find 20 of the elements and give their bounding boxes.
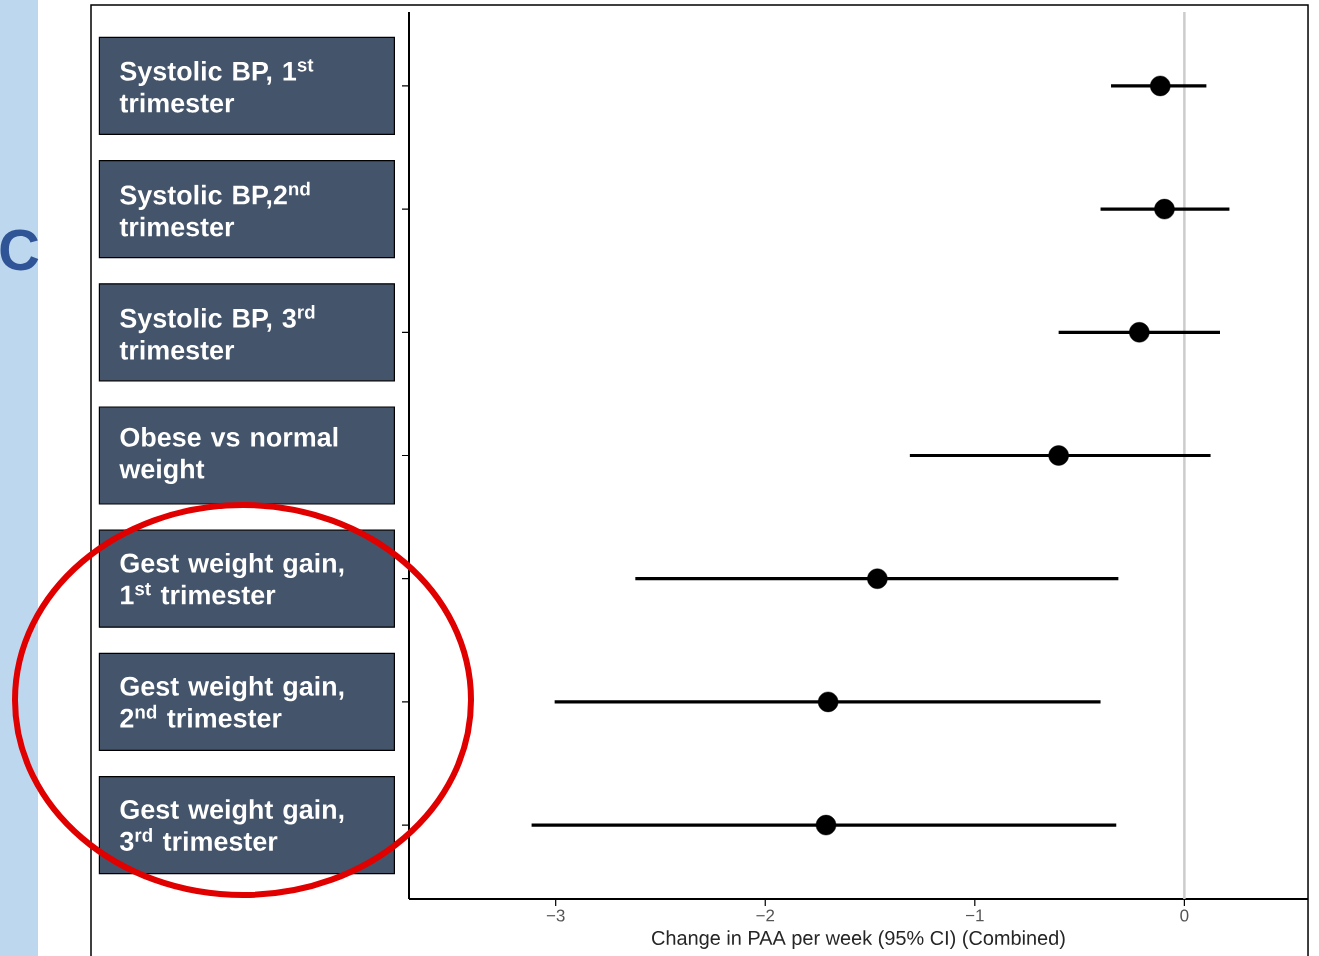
y-tick-label: Gest weight gain, 1$^{st}$ trimester xyxy=(120,552,344,605)
point xyxy=(817,691,839,713)
point xyxy=(1150,75,1171,97)
x-tick-label: 0 xyxy=(1180,909,1189,922)
x-tick-label: −1 xyxy=(965,909,984,922)
x-axis-title: Change in PAA per week (95% CI) (Combined) xyxy=(652,930,1065,949)
category-label: Systolic BP, 3$^{rd}$ trimester xyxy=(119,304,315,360)
point xyxy=(1154,198,1175,220)
point xyxy=(1048,445,1069,466)
text: C xyxy=(0,229,39,271)
point xyxy=(867,568,888,589)
x-tick-label: −2 xyxy=(756,909,775,922)
point xyxy=(1129,322,1150,343)
y-tick-label: Gest weight gain, 2$^{nd}$ trimester xyxy=(120,676,344,728)
y-tick-label: Obese vs normal weight xyxy=(119,426,338,485)
category-label: Systolic BP, 1$^{st}$ trimester xyxy=(119,59,314,113)
x-tick-label: −3 xyxy=(546,909,565,922)
point xyxy=(815,814,837,836)
y-tick-label: Gest weight gain, 3$^{rd}$ trimester xyxy=(120,799,344,851)
category-label: Systolic BP,2$^{nd}$ trimester xyxy=(119,181,310,237)
